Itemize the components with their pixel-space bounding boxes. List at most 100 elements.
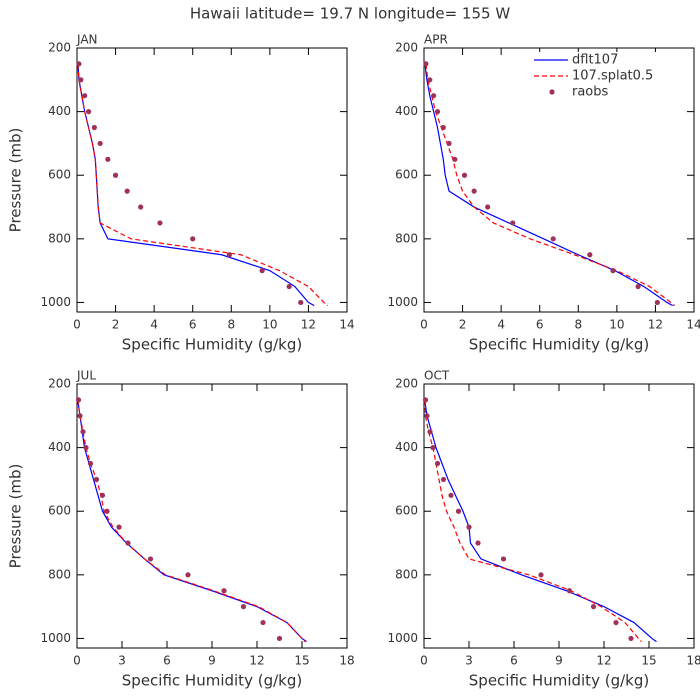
raob-point	[427, 77, 433, 83]
x-axis-label: Specific Humidity (g/kg)	[122, 336, 302, 354]
raob-point	[83, 445, 89, 451]
y-tick-label: 200	[48, 377, 71, 391]
x-tick-label: 2	[459, 318, 467, 332]
x-tick-label: 0	[420, 654, 428, 668]
raob-point	[85, 109, 92, 115]
x-tick-label: 6	[510, 654, 518, 668]
x-tick-label: 18	[686, 654, 700, 668]
raob-point	[587, 252, 593, 258]
x-tick-label: 9	[208, 654, 216, 668]
profile-line	[77, 399, 307, 643]
x-tick-label: 12	[301, 318, 316, 332]
raob-point	[461, 172, 468, 178]
raob-point	[157, 220, 163, 226]
x-tick-label: 4	[150, 318, 158, 332]
raob-point	[298, 299, 304, 306]
y-tick-label: 400	[48, 104, 71, 118]
y-tick-label: 600	[48, 168, 71, 182]
x-tick-label: 9	[555, 654, 563, 668]
profile-line	[77, 399, 306, 643]
raob-point	[260, 619, 266, 626]
raob-point	[185, 572, 191, 578]
raob-point	[116, 524, 122, 530]
raob-point	[434, 460, 441, 467]
y-tick-label: 200	[395, 377, 418, 391]
raob-point	[105, 156, 111, 162]
raob-point	[510, 220, 516, 226]
x-tick-label: 12	[249, 654, 264, 668]
x-tick-label: 0	[73, 318, 81, 332]
legend-label: raobs	[572, 85, 609, 100]
legend-label: dflt107	[572, 53, 618, 68]
figure-title: Hawaii latitude= 19.7 N longitude= 155 W	[190, 5, 510, 23]
y-tick-label: 1000	[40, 295, 71, 309]
raob-point	[80, 429, 86, 435]
raob-point	[427, 429, 433, 435]
x-tick-label: 14	[339, 318, 354, 332]
x-tick-label: 10	[262, 318, 277, 332]
panel-title: JUL	[76, 369, 96, 383]
profile-line	[424, 63, 674, 307]
raob-point	[440, 476, 447, 483]
raob-point	[138, 204, 144, 210]
y-tick-label: 1000	[40, 631, 71, 645]
raob-point	[125, 540, 131, 546]
x-tick-label: 14	[686, 318, 700, 332]
panel-title: JAN	[76, 33, 98, 47]
raob-point	[485, 204, 491, 210]
raob-point	[431, 93, 437, 99]
raob-point	[475, 540, 481, 546]
y-tick-label: 800	[395, 231, 418, 245]
raob-point	[610, 268, 616, 274]
x-tick-label: 10	[609, 318, 624, 332]
raob-point	[466, 524, 472, 530]
y-tick-label: 800	[48, 231, 71, 245]
raob-point	[430, 445, 436, 451]
raob-point	[99, 492, 106, 498]
panel-title: APR	[424, 33, 448, 47]
legend-marker	[549, 89, 555, 95]
raob-point	[240, 604, 247, 610]
raob-point	[87, 460, 94, 467]
x-tick-label: 8	[227, 318, 235, 332]
x-axis-label: Specific Humidity (g/kg)	[469, 336, 649, 354]
x-axis-label: Specific Humidity (g/kg)	[122, 672, 302, 690]
raob-point	[452, 156, 458, 162]
y-axis-label: Pressure (mb)	[7, 128, 25, 233]
raob-point	[112, 172, 119, 178]
x-tick-label: 15	[294, 654, 309, 668]
x-tick-label: 6	[163, 654, 171, 668]
raob-point	[424, 413, 430, 419]
raob-point	[654, 299, 660, 306]
raob-point	[550, 236, 556, 242]
x-tick-label: 12	[648, 318, 663, 332]
raob-point	[422, 397, 429, 403]
y-tick-label: 400	[395, 104, 418, 118]
raob-point	[613, 619, 619, 626]
raob-point	[76, 61, 82, 67]
x-tick-label: 8	[574, 318, 582, 332]
raob-point	[190, 236, 196, 242]
raob-point	[455, 508, 462, 514]
x-tick-label: 12	[596, 654, 611, 668]
raob-point	[590, 604, 597, 610]
y-tick-label: 600	[48, 504, 71, 518]
raob-point	[446, 140, 452, 147]
y-tick-label: 600	[395, 168, 418, 182]
y-tick-label: 800	[48, 567, 71, 581]
y-tick-label: 800	[395, 567, 418, 581]
legend-label: 107.splat0.5	[572, 69, 653, 84]
raob-point	[104, 508, 110, 514]
raob-point	[566, 588, 573, 594]
raob-point	[78, 77, 84, 83]
raob-point	[471, 188, 477, 194]
profile-line	[424, 399, 657, 643]
y-tick-label: 200	[395, 41, 418, 55]
raob-point	[77, 413, 83, 419]
raob-point	[440, 124, 446, 131]
x-tick-label: 6	[536, 318, 544, 332]
profile-line	[425, 63, 676, 307]
plot-frame	[76, 47, 348, 313]
